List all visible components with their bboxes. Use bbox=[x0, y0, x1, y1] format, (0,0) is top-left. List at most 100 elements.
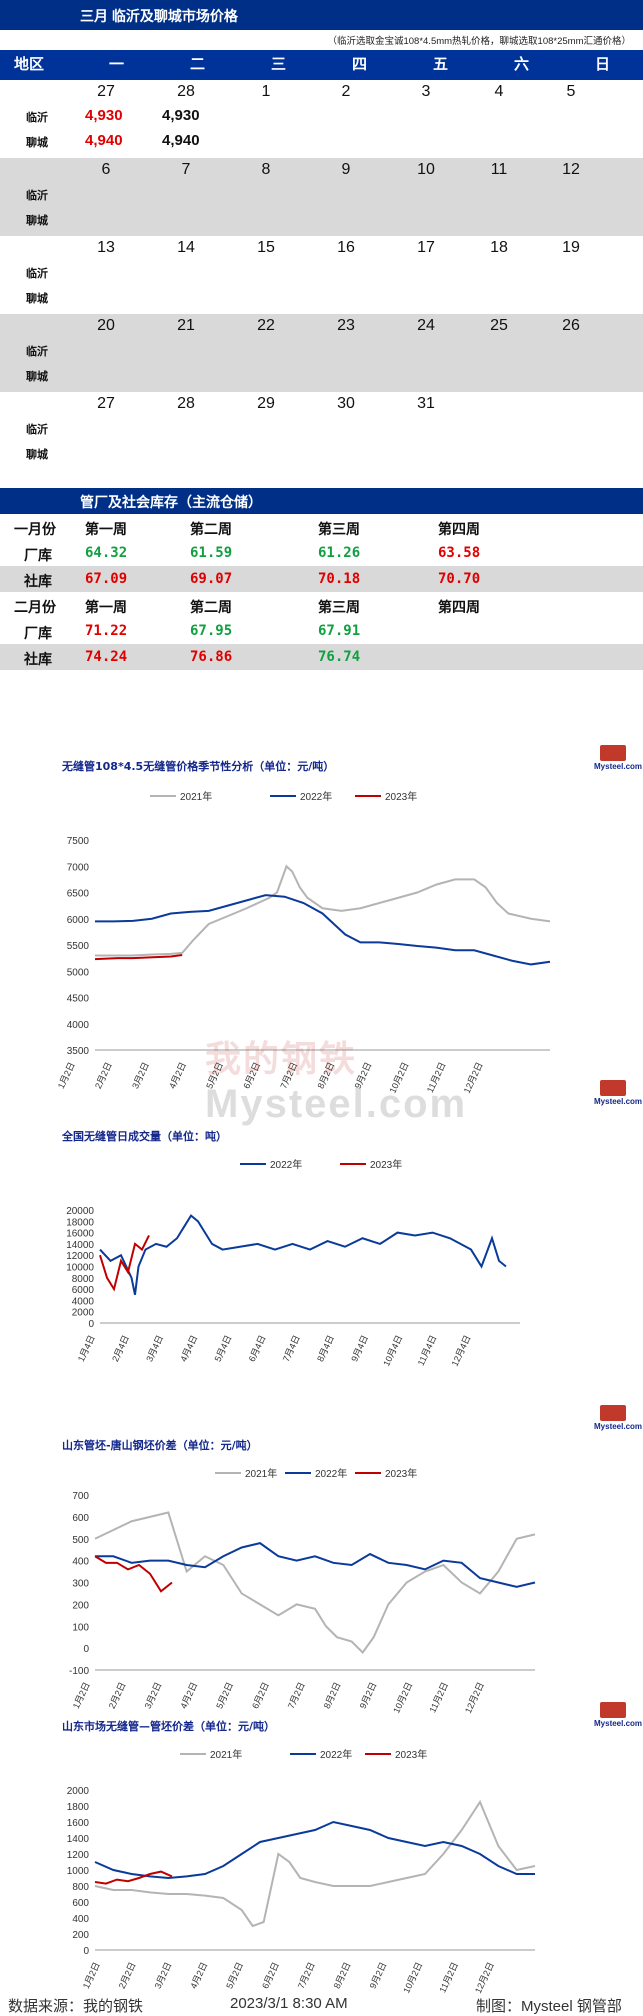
y-tick-label: 500 bbox=[72, 1535, 89, 1546]
y-tick-label: 20000 bbox=[66, 1206, 94, 1217]
x-tick-label: 1月2日 bbox=[71, 1681, 92, 1711]
x-tick-label: 6月4日 bbox=[247, 1334, 268, 1364]
y-tick-label: 1600 bbox=[67, 1818, 90, 1829]
header-sat: 六 bbox=[513, 56, 529, 73]
y-tick-label: 4000 bbox=[67, 1020, 90, 1031]
inventory-row: 厂库 64.32 61.59 61.26 63.58 bbox=[0, 540, 643, 566]
calendar-day: 20 bbox=[97, 317, 115, 334]
calendar-day: 3 bbox=[421, 83, 431, 100]
series-line-2021年 bbox=[95, 864, 551, 957]
y-tick-label: 100 bbox=[72, 1622, 89, 1633]
x-tick-label: 4月2日 bbox=[167, 1061, 188, 1091]
region-label-liaocheng: 聊城 bbox=[26, 448, 48, 461]
inventory-week-header: 第三周 bbox=[318, 600, 360, 616]
y-tick-label: 8000 bbox=[72, 1274, 95, 1285]
inventory-week-header: 第四周 bbox=[438, 600, 480, 616]
logo-text: Mysteel.com bbox=[594, 1719, 643, 1728]
calendar-day: 14 bbox=[177, 239, 195, 256]
region-label-linyi: 临沂 bbox=[26, 189, 48, 202]
x-tick-label: 1月4日 bbox=[76, 1334, 97, 1364]
chart-svg: 2021年 2022年 2023年 -100 0 100 200 300 400 500 600 70… bbox=[69, 1467, 536, 1715]
chart-title: 山东管坯-唐山钢坯价差（单位：元/吨） bbox=[62, 1439, 258, 1452]
inventory-title-bar: 管厂及社会库存（主流仓储） bbox=[0, 488, 643, 514]
y-tick-label: 7000 bbox=[67, 862, 90, 873]
x-tick-label: 5月2日 bbox=[214, 1681, 235, 1711]
x-tick-label: 12月2日 bbox=[473, 1961, 496, 1995]
calendar-day: 12 bbox=[562, 161, 580, 178]
calendar-note: （临沂选取金宝诚108*4.5mm热轧价格，聊城选取108*25mm汇通价格） bbox=[327, 36, 631, 47]
mysteel-logo: Mysteel.com bbox=[594, 1080, 642, 1110]
x-tick-label: 11月2日 bbox=[437, 1961, 460, 1995]
price-liaocheng: 4,940 bbox=[85, 132, 123, 149]
y-tick-label: 4500 bbox=[67, 994, 90, 1005]
y-tick-label: 1000 bbox=[67, 1866, 90, 1877]
y-tick-label: 400 bbox=[72, 1557, 89, 1568]
x-tick-label: 7月2日 bbox=[296, 1961, 317, 1991]
x-tick-label: 4月2日 bbox=[188, 1961, 209, 1991]
mysteel-logo: Mysteel.com bbox=[594, 1405, 642, 1435]
inventory-row: 社库 74.24 76.86 76.74 bbox=[0, 644, 643, 670]
inventory-week-header: 第二周 bbox=[190, 600, 232, 616]
chart-svg: 2022年 2023年 020004000600080001000012000140… bbox=[66, 1158, 520, 1368]
y-tick-label: 1800 bbox=[67, 1802, 90, 1813]
chart-title: 山东市场无缝管—管坯价差（单位：元/吨） bbox=[62, 1720, 276, 1733]
y-tick-label: 4000 bbox=[72, 1296, 95, 1307]
legend-label: 2021年 bbox=[180, 790, 212, 803]
calendar-title: 三月 临沂及聊城市场价格 bbox=[80, 8, 238, 24]
y-tick-label: -100 bbox=[69, 1666, 89, 1677]
x-tick-label: 10月4日 bbox=[381, 1334, 404, 1368]
y-tick-label: 18000 bbox=[66, 1217, 94, 1228]
calendar-title-bar: 三月 临沂及聊城市场价格 bbox=[0, 0, 643, 30]
inventory-month-row: 二月份 第一周 第二周 第三周 第四周 bbox=[0, 592, 643, 618]
inventory-value: 76.74 bbox=[318, 649, 361, 665]
y-tick-label: 5500 bbox=[67, 941, 90, 952]
x-tick-label: 8月2日 bbox=[332, 1961, 353, 1991]
y-tick-label: 6500 bbox=[67, 889, 90, 900]
calendar-day: 17 bbox=[417, 239, 435, 256]
y-tick-label: 0 bbox=[88, 1319, 94, 1330]
inventory-row-label: 二月份 bbox=[14, 600, 56, 616]
y-tick-label: 6000 bbox=[67, 915, 90, 926]
inventory-value: 69.07 bbox=[190, 571, 233, 587]
calendar-header: 地区 一 二 三 四 五 六 日 bbox=[0, 50, 643, 80]
region-label-linyi: 临沂 bbox=[26, 267, 48, 280]
calendar-week-row: 27 28 1 2 3 4 5 临沂 4,930 4,930 聊城 4,940 4,940 bbox=[0, 80, 643, 158]
chart-svg: 2021年 2022年 2023年 3500 4000 4500 5000 5500 6000 6… bbox=[56, 790, 551, 1095]
calendar-week-row: 6 7 8 9 10 11 12 临沂 聊城 bbox=[0, 158, 643, 236]
calendar-day: 23 bbox=[337, 317, 355, 334]
inventory-row-label: 一月份 bbox=[14, 522, 56, 538]
x-tick-label: 6月2日 bbox=[260, 1961, 281, 1991]
series-line-2022年 bbox=[95, 1542, 536, 1588]
series-line-2022年 bbox=[94, 1820, 535, 1880]
inventory-week-header: 第二周 bbox=[190, 522, 232, 538]
y-tick-label: 2000 bbox=[72, 1308, 95, 1319]
legend-label: 2022年 bbox=[315, 1467, 347, 1480]
y-tick-label: 0 bbox=[83, 1644, 89, 1655]
y-tick-label: 6000 bbox=[72, 1285, 95, 1296]
header-thu: 四 bbox=[351, 56, 367, 73]
inventory-week-header: 第一周 bbox=[85, 522, 127, 538]
x-tick-label: 7月4日 bbox=[281, 1334, 302, 1364]
calendar-day: 25 bbox=[490, 317, 508, 334]
inventory-row-label: 厂库 bbox=[24, 548, 52, 564]
region-label-linyi: 临沂 bbox=[26, 423, 48, 436]
x-tick-label: 9月2日 bbox=[368, 1961, 389, 1991]
calendar-day: 15 bbox=[257, 239, 275, 256]
inventory-value: 63.58 bbox=[438, 545, 481, 561]
legend-label: 2021年 bbox=[245, 1467, 277, 1480]
inventory-value: 70.18 bbox=[318, 571, 361, 587]
inventory-row-label: 社库 bbox=[24, 652, 52, 668]
price-linyi: 4,930 bbox=[85, 107, 123, 124]
x-tick-label: 7月2日 bbox=[286, 1681, 307, 1711]
inventory-month-row: 一月份 第一周 第二周 第三周 第四周 bbox=[0, 514, 643, 540]
calendar-day: 1 bbox=[261, 83, 271, 100]
x-tick-label: 9月2日 bbox=[358, 1681, 379, 1711]
logo-text: Mysteel.com bbox=[594, 762, 643, 771]
calendar-day: 5 bbox=[566, 83, 576, 100]
legend-label: 2023年 bbox=[370, 1158, 402, 1171]
legend-label: 2023年 bbox=[395, 1748, 427, 1761]
legend-label: 2021年 bbox=[210, 1748, 242, 1761]
x-tick-label: 12月2日 bbox=[463, 1681, 486, 1715]
x-tick-label: 2月2日 bbox=[117, 1961, 138, 1991]
calendar-day: 21 bbox=[177, 317, 195, 334]
